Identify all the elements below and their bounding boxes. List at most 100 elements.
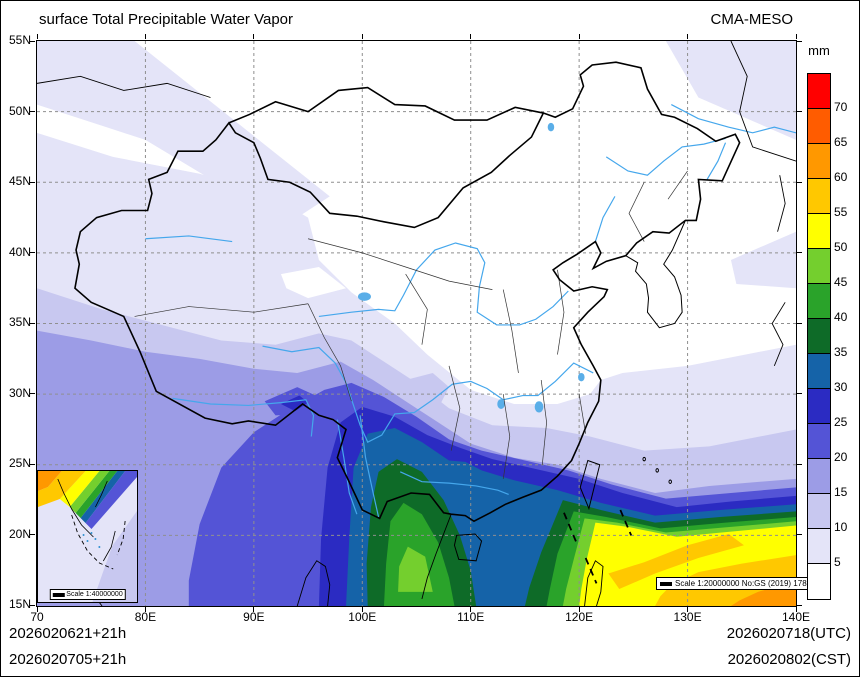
yellow-river	[319, 243, 568, 325]
colorbar-cell-30	[808, 354, 830, 389]
province-line	[503, 290, 518, 373]
colorbar-label-5: 5	[834, 555, 841, 569]
inset-island-arc	[102, 530, 116, 562]
ryukyu-island	[668, 479, 672, 484]
province-line	[557, 270, 564, 355]
hainan-outline	[454, 534, 481, 561]
lat-label-45N: 45N	[8, 174, 31, 188]
province-line	[406, 274, 428, 345]
inset-band	[85, 471, 137, 529]
ryukyu-island	[642, 456, 646, 462]
colorbar-label-60: 60	[834, 170, 848, 184]
lake-dongting	[497, 399, 505, 409]
colorbar-label-30: 30	[834, 380, 848, 394]
colorbar-cell-40	[808, 284, 830, 319]
lon-tick-bottom-100E	[361, 607, 363, 612]
lon-tick-bottom-80E	[144, 607, 146, 612]
ryukyu-island	[655, 468, 659, 473]
lat-tick-left-25N	[30, 463, 35, 465]
mongolia-border	[229, 88, 543, 123]
lon-label-120E: 120E	[565, 610, 594, 624]
lat-tick-right-30N	[797, 393, 802, 394]
brahmaputra-river	[173, 398, 314, 436]
lon-tick-top-140E	[795, 34, 797, 39]
inset-vietnam-coast	[57, 478, 94, 538]
lon-tick-bottom-110E	[470, 607, 472, 612]
contour-band-5-west-strip	[37, 196, 103, 253]
contour-band-5-east-patch	[730, 231, 796, 289]
colorbar-label-70: 70	[834, 100, 848, 114]
lake-taihu	[578, 372, 585, 382]
model-label: CMA-MESO	[710, 11, 794, 28]
lon-label-100E: 100E	[348, 610, 377, 624]
dash-segment	[620, 510, 631, 535]
colorbar-cell-0	[808, 564, 830, 599]
mekong-river	[360, 415, 378, 517]
inset-dash-east	[116, 520, 126, 556]
province-line	[579, 394, 586, 434]
province-line	[308, 239, 492, 290]
contour-band-55-tongue	[608, 533, 744, 590]
contour-band-10-sichuan-pocket	[405, 372, 450, 409]
lon-label-110E: 110E	[457, 610, 485, 624]
lat-label-30N: 30N	[8, 385, 31, 400]
colorbar-cells	[807, 73, 831, 600]
inset-band	[69, 471, 110, 513]
rivers	[145, 105, 796, 517]
province-line	[135, 304, 308, 317]
myanmar-coast	[297, 561, 330, 606]
gridlines	[37, 41, 796, 606]
colorbar-cell-50	[808, 214, 830, 249]
map-scale-text: Scale 1:20000000 No:GS (2019) 1786	[675, 579, 812, 588]
inset-island	[82, 534, 85, 536]
lon-label-130E: 130E	[673, 610, 702, 624]
colorbar-cell-55	[808, 179, 830, 214]
colorbar-cell-45	[808, 249, 830, 284]
korea-outline	[626, 220, 686, 327]
lat-tick-right-55N	[797, 40, 802, 42]
sakhalin-coast	[778, 175, 786, 232]
map-scale-badge: Scale 1:20000000 No:GS (2019) 1786	[656, 577, 816, 590]
lon-tick-bottom-90E	[253, 607, 255, 612]
lon-label-70: 70	[30, 610, 44, 624]
province-line	[449, 366, 460, 451]
russia-border-line	[37, 76, 210, 97]
nine-dash-lines	[564, 510, 631, 583]
inset-nine-dash-line	[71, 514, 126, 570]
inset-island-dots	[82, 532, 101, 548]
lat-label-35N: 35N	[8, 315, 31, 329]
lon-tick-top-90E	[253, 34, 255, 39]
colorbar-label-45: 45	[834, 275, 848, 289]
page-title: surface Total Precipitable Water Vapor	[39, 11, 294, 28]
lat-tick-left-45N	[30, 181, 35, 183]
colorbar-label-25: 25	[834, 415, 848, 429]
yangtze-river	[263, 346, 594, 442]
songhua-river	[606, 138, 725, 175]
colorbar-label-35: 35	[834, 345, 848, 359]
lon-label-90E: 90E	[243, 610, 265, 624]
lat-tick-right-35N	[797, 322, 802, 324]
luzon-coast	[585, 561, 603, 606]
ussuri-river	[707, 143, 725, 180]
scale-bar-icon	[660, 581, 672, 586]
colorbar-cell-65	[808, 109, 830, 144]
inset-island	[98, 546, 101, 548]
lat-tick-left-35N	[30, 322, 35, 324]
lon-tick-top-80E	[144, 34, 146, 39]
lon-tick-top-110E	[470, 34, 472, 39]
lakes	[357, 122, 585, 413]
colorbar-label-50: 50	[834, 240, 848, 254]
province-line	[503, 394, 510, 479]
taiwan-outline	[580, 461, 600, 509]
colorbar-unit: mm	[808, 43, 830, 58]
province-line	[308, 304, 351, 401]
lon-tick-top-70	[36, 34, 38, 39]
lat-tick-left-40N	[30, 252, 35, 253]
inset-scale-text: Scale 1:40000000	[66, 591, 123, 598]
colorbar-cell-70	[808, 74, 830, 109]
tarim-river	[145, 236, 232, 242]
inset-island	[94, 538, 97, 540]
lat-tick-right-25N	[797, 463, 802, 465]
inset-scale-badge: Scale 1:40000000	[49, 589, 126, 600]
